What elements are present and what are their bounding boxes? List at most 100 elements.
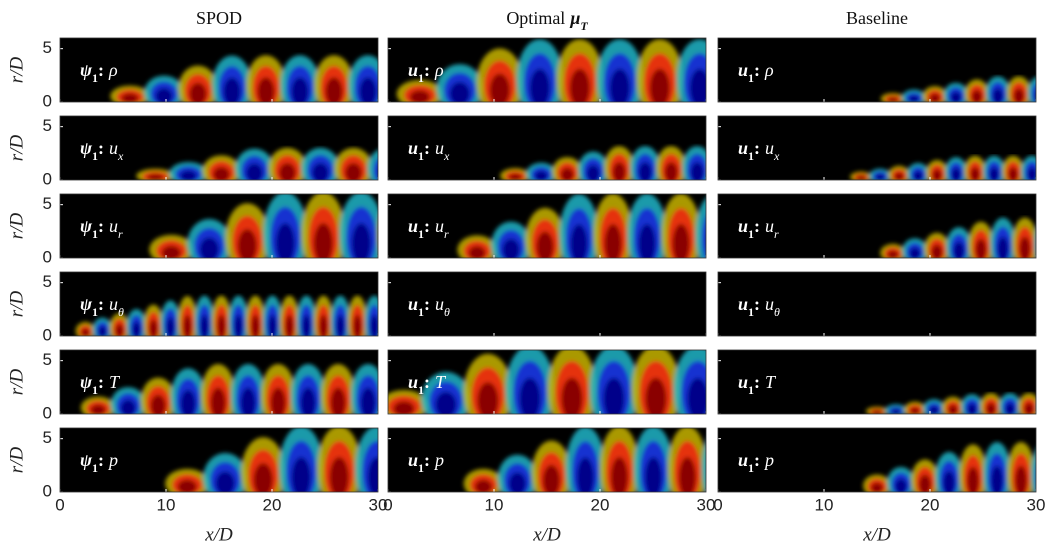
panel: u1: p (717, 427, 1037, 493)
field-peak (603, 377, 625, 414)
x-tick-label: 30 (697, 495, 716, 514)
field-peak (664, 162, 678, 180)
field-core (1040, 398, 1047, 418)
panel-label: ψ1: p (80, 450, 118, 475)
field-core (701, 215, 706, 258)
field-peak (477, 382, 499, 414)
field-peak (1008, 167, 1018, 180)
field-peak (215, 471, 235, 492)
field-peak (161, 245, 181, 258)
mode-subscript: 1 (92, 461, 98, 475)
field-pattern (396, 39, 706, 102)
field-peak (353, 314, 362, 336)
separator: : (424, 294, 430, 314)
field-peak (997, 236, 1009, 258)
variable: p (107, 450, 118, 470)
field-pattern (850, 155, 1036, 180)
title-sub: T (580, 19, 588, 33)
field-peak (409, 90, 430, 102)
variable-subscript: θ (774, 305, 780, 319)
panel-label: u1: p (408, 450, 444, 475)
mode-subscript: 1 (418, 383, 424, 397)
field-peak (967, 403, 977, 414)
mode-subscript: 1 (418, 149, 424, 163)
panel: ψ1: T (59, 349, 379, 415)
separator: : (424, 216, 430, 236)
field-peak (268, 314, 277, 336)
variable-subscript: r (118, 227, 123, 241)
panel: ψ1: ρ (59, 37, 379, 103)
panel-frame (59, 193, 379, 259)
separator: : (424, 450, 430, 470)
panel-frame (387, 37, 707, 103)
field-pattern (880, 76, 1036, 102)
field-peak (325, 77, 343, 102)
mode-symbol: u (408, 372, 418, 392)
field-peak (910, 407, 920, 414)
field-peak (367, 457, 378, 492)
field-peak (913, 170, 923, 180)
panel-frame (717, 427, 1037, 493)
field-peak (604, 223, 622, 258)
field-peak (180, 170, 197, 180)
y-tick-label: 0 (43, 325, 52, 344)
panel-background (718, 272, 1036, 336)
x-axis-label: x/D (532, 524, 561, 545)
field-peak (90, 404, 106, 414)
panel-label: u1: ρ (408, 60, 444, 85)
x-tick-label: 10 (485, 495, 504, 514)
mode-subscript: 1 (748, 149, 754, 163)
field-peak (213, 166, 230, 180)
field-peak (687, 377, 706, 414)
field-peak (240, 387, 256, 414)
field-peak (689, 68, 706, 102)
x-tick-label: 0 (383, 495, 392, 514)
panel-label: u1: ux (738, 138, 780, 163)
x-tick-label: 0 (713, 495, 722, 514)
variable-subscript: θ (118, 305, 124, 319)
variable: u (435, 216, 444, 236)
field-peak (199, 237, 219, 258)
field-pattern (865, 393, 1047, 418)
field-peak (302, 314, 311, 336)
field-halo (1031, 449, 1036, 492)
y-tick-label: 0 (43, 403, 52, 422)
y-tick-label: 0 (43, 91, 52, 110)
panel-frame (717, 37, 1037, 103)
variable: T (765, 372, 777, 392)
field-peak (253, 463, 273, 492)
y-axis-label: r/D (6, 135, 27, 162)
mode-subscript: 1 (748, 305, 754, 319)
field-peak (502, 238, 520, 258)
separator: : (754, 450, 760, 470)
x-tick-label: 10 (815, 495, 834, 514)
field-pattern (457, 194, 706, 258)
field-peak (895, 478, 907, 492)
field-peak (645, 377, 667, 414)
field-pattern (500, 146, 706, 180)
field-peak (183, 314, 192, 336)
field-peak (561, 377, 583, 414)
mode-symbol: u (408, 216, 418, 236)
title-text: SPOD (196, 8, 242, 28)
field-pattern (165, 428, 378, 492)
panel-frame (59, 37, 379, 103)
panel: u1: T (717, 349, 1047, 418)
y-axis-label: r/D (6, 291, 27, 318)
y-tick-label: 5 (43, 428, 52, 447)
y-tick-label: 0 (43, 169, 52, 188)
field-halo (701, 441, 706, 492)
mode-subscript: 1 (92, 305, 98, 319)
x-tick-label: 30 (369, 495, 388, 514)
variable-subscript: x (773, 149, 780, 163)
mode-symbol: u (738, 372, 748, 392)
mode-subscript: 1 (418, 71, 424, 85)
field-peak (932, 169, 942, 180)
field-peak (150, 394, 166, 414)
field-peak (234, 314, 243, 336)
panel-background (388, 272, 706, 336)
panel-frame (387, 349, 707, 415)
field-peak (270, 387, 286, 414)
field-peak (237, 229, 257, 258)
mode-symbol: ψ (80, 294, 93, 314)
